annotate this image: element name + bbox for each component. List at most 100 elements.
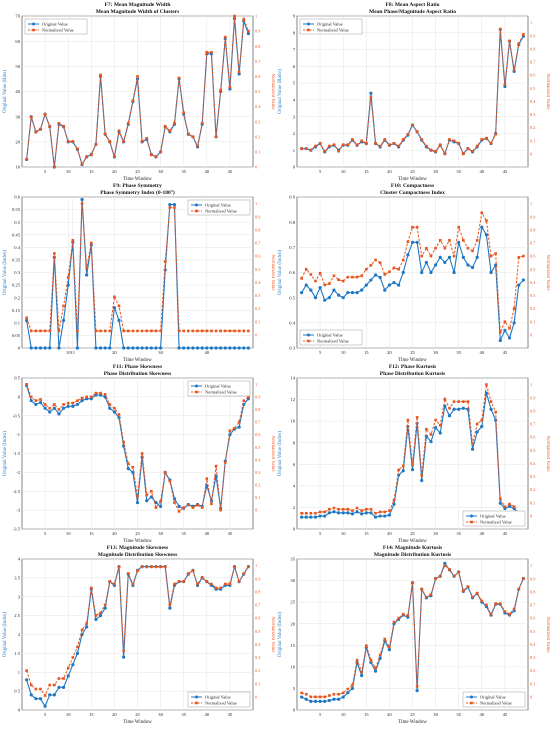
normalized-value-point: [219, 88, 222, 92]
original-value-point: [48, 693, 52, 697]
original-value-point: [159, 504, 163, 508]
chart-panel: F9: Phase Symmetry Phase Symmetry Index (…: [0, 181, 275, 367]
y-right-tick-label: 1: [530, 382, 532, 387]
original-value-point: [355, 510, 359, 514]
original-value-point: [57, 685, 61, 689]
y-right-tick-label: 0.9: [530, 214, 535, 219]
original-value-point: [461, 406, 465, 410]
normalized-value-point: [503, 610, 507, 613]
original-value-point: [103, 346, 107, 350]
chart-subtitle: Cluster Compactness Index: [380, 190, 445, 196]
x-tick-label: 35: [181, 531, 186, 536]
y-right-tick-label: 0.4: [255, 280, 261, 285]
y-right-tick-label: 1: [255, 382, 257, 387]
y-tick-label: 0.8: [289, 220, 295, 225]
x-tick-label: 35: [456, 531, 461, 536]
legend-box: [462, 510, 526, 527]
normalized-value-point: [159, 565, 162, 569]
y-right-tick-label: 0.8: [255, 227, 260, 232]
normalized-value-point: [388, 645, 391, 649]
normalized-value-point: [159, 150, 162, 154]
y-right-tick-label: 0.1: [530, 500, 535, 505]
normalized-value-point: [374, 666, 377, 670]
normalized-value-point: [508, 327, 511, 330]
legend-label: Original Value: [205, 203, 231, 208]
normalized-value-point: [150, 565, 153, 569]
y-tick-label: 10: [290, 664, 295, 669]
normalized-value-point: [53, 403, 56, 406]
y-tick-label: 0.45: [12, 232, 21, 237]
normalized-value-point: [318, 142, 322, 145]
normalized-value-point: [517, 42, 521, 45]
original-value-point: [424, 260, 428, 265]
normalized-value-point: [80, 628, 84, 632]
y-tick-label: -0.5: [13, 413, 21, 418]
normalized-value-point: [34, 130, 38, 134]
normalized-value-point: [374, 258, 377, 262]
original-value-point: [503, 328, 507, 332]
normalized-value-point: [425, 246, 428, 250]
y-right-axis-label: Normalized Value: [270, 73, 275, 110]
y-right-tick-label: 0.3: [255, 655, 260, 660]
y-right-tick-label: 0.9: [530, 576, 535, 581]
normalized-value-point: [214, 464, 218, 468]
legend-label: Normalized Value: [480, 701, 512, 706]
normalized-value-point: [351, 138, 354, 141]
normalized-value-point: [318, 510, 322, 514]
original-value-point: [461, 255, 465, 259]
normalized-value-point: [494, 602, 497, 605]
normalized-value-point: [94, 143, 98, 146]
original-value-point: [341, 695, 345, 699]
normalized-value-point: [309, 148, 313, 152]
legend-marker: [195, 384, 198, 388]
y-right-tick-label: 0.2: [255, 668, 260, 673]
y-tick-label: 0: [293, 708, 296, 713]
y-right-tick-label: 0.2: [255, 483, 260, 488]
original-value-point: [242, 346, 246, 350]
original-value-point: [237, 425, 241, 429]
normalized-value-point: [200, 329, 204, 333]
chart-panel: F8: Mean Aspect Ratio Mean Phase/Magnitud…: [275, 0, 550, 186]
normalized-value-point: [145, 493, 149, 497]
y-axis-label: Original Value (Index): [278, 431, 283, 477]
legend-box: [462, 691, 526, 708]
y-tick-label: 0.4: [14, 245, 20, 250]
normalized-value-point: [466, 147, 470, 150]
normalized-value-point: [503, 82, 507, 86]
y-right-tick-label: 1: [255, 563, 257, 568]
normalized-value-point: [80, 396, 84, 400]
normalized-value-point: [471, 442, 474, 445]
normalized-value-point: [411, 123, 414, 127]
normalized-value-point: [498, 602, 502, 605]
normalized-value-point: [233, 329, 236, 333]
normalized-value-point: [443, 152, 447, 156]
normalized-value-point: [108, 580, 112, 583]
original-value-point: [168, 202, 172, 207]
y-tick-label: -2: [16, 470, 21, 475]
original-value-point: [350, 291, 355, 295]
y-axis-label: Original Value (Index): [278, 250, 283, 296]
x-tick-label: 10: [66, 712, 71, 717]
x-tick-label: 11: [71, 350, 76, 355]
original-value-point: [75, 402, 80, 407]
y-right-tick-label: 0.6: [255, 616, 261, 621]
normalized-value-point: [448, 138, 451, 141]
normalized-value-point: [480, 138, 484, 141]
y-right-tick-label: 0.7: [530, 422, 536, 427]
normalized-value-point: [355, 506, 359, 510]
normalized-value-point: [475, 239, 479, 242]
normalized-value-point: [62, 403, 65, 406]
y-right-tick-label: 0.8: [530, 227, 535, 232]
normalized-value-point: [425, 427, 428, 431]
normalized-value-point: [466, 400, 470, 403]
normalized-value-point: [494, 252, 497, 255]
y-tick-label: -3: [16, 508, 21, 513]
original-value-point: [415, 688, 419, 693]
y-tick-label: 0.3: [14, 270, 20, 275]
legend-box: [24, 18, 88, 35]
normalized-value-point: [512, 505, 516, 508]
normalized-value-point: [122, 140, 125, 143]
y-right-tick-label: 1: [530, 563, 532, 568]
